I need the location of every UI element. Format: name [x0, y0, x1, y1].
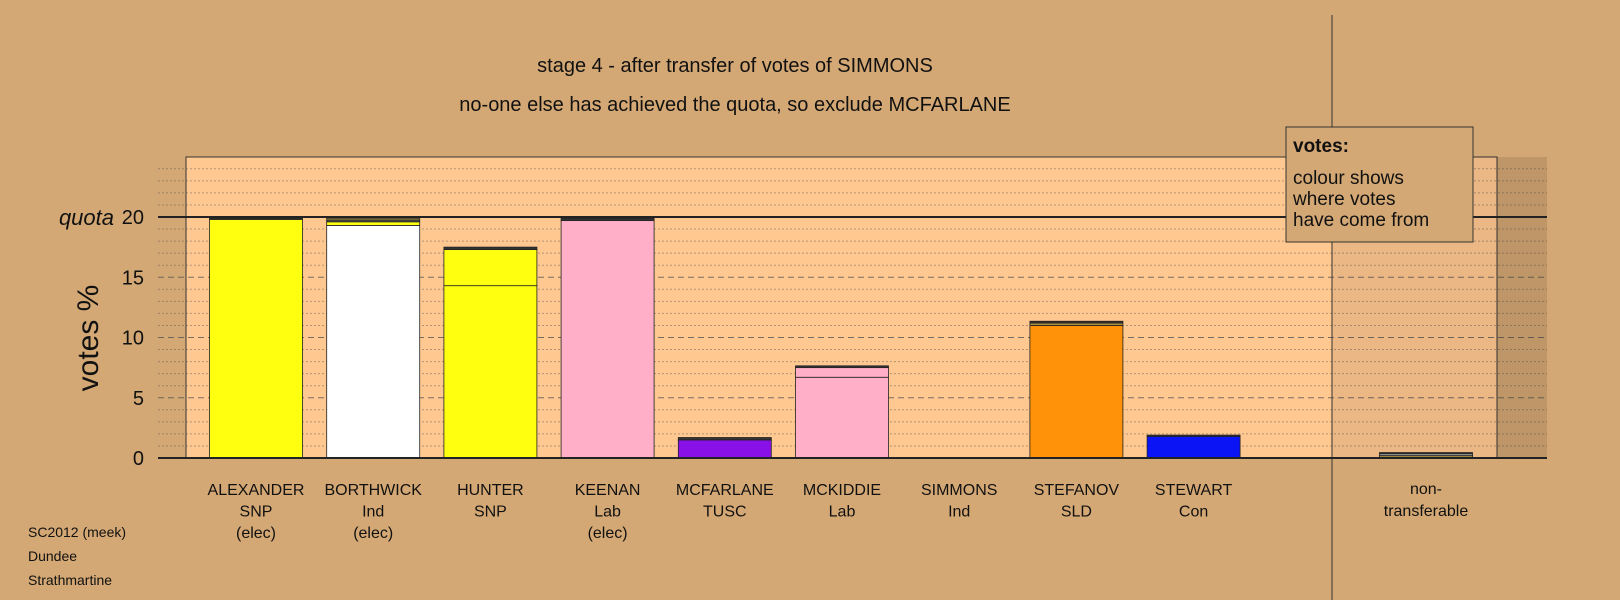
candidate-status-keenan: (elec): [588, 525, 628, 542]
bar-segment-hunter: [443, 246, 538, 250]
candidate-name-stewart: STEWART: [1155, 482, 1233, 499]
bar-segment-mckiddie: [795, 367, 889, 378]
bar-segment-mcfarlane: [677, 437, 772, 441]
footer-line-3: Strathmartine: [28, 572, 112, 588]
candidate-party-mcfarlane: TUSC: [703, 504, 747, 521]
candidate-party-hunter: SNP: [474, 504, 507, 521]
bar-segment-hunter: [443, 249, 538, 287]
candidate-name-simmons: SIMMONS: [921, 482, 997, 499]
y-tick-label: 10: [122, 328, 144, 350]
legend-box: [1285, 126, 1474, 243]
y-tick-labels: 0 5 10 15 20: [122, 207, 144, 470]
bar-segment-keenan: [560, 217, 655, 222]
bar-segment-mckiddie: [795, 365, 889, 369]
bar-segment-mcfarlane: [677, 439, 772, 459]
candidate-party-mckiddie: Lab: [829, 504, 856, 521]
candidate-name-borthwick: BORTHWICK: [324, 482, 422, 499]
bar-segment-stefanov: [1029, 320, 1124, 324]
bars: [209, 217, 1473, 459]
bar-segment-keenan: [560, 220, 655, 459]
bar-segment-non-transferable: [1379, 452, 1473, 455]
legend-line-1: colour shows: [1293, 168, 1404, 189]
footer-line-1: SC2012 (meek): [28, 524, 126, 540]
candidate-status-borthwick: (elec): [353, 525, 393, 542]
bar-segment-hunter: [443, 285, 538, 459]
candidate-name-keenan: KEENAN: [575, 482, 641, 499]
candidate-party-borthwick: Ind: [362, 504, 384, 521]
candidate-party-stefanov: SLD: [1061, 504, 1092, 521]
candidate-labels: ALEXANDER SNP (elec) BORTHWICK Ind (elec) HUNT…: [208, 482, 1233, 542]
legend: votes: colour shows where votes have com…: [1285, 126, 1474, 243]
bar-segment-borthwick: [326, 217, 421, 221]
bar-segment-stewart: [1146, 435, 1241, 459]
candidate-name-stefanov: STEFANOV: [1034, 482, 1120, 499]
chart-subtitle: no-one else has achieved the quota, so e…: [459, 94, 1010, 116]
candidate-party-simmons: Ind: [948, 504, 970, 521]
y-tick-label: 15: [122, 267, 144, 289]
bar-segment-stefanov: [1029, 325, 1124, 459]
candidate-name-alexander: ALEXANDER: [208, 482, 305, 499]
quota-label: quota: [59, 205, 114, 230]
right-margin-shade: [1497, 157, 1547, 458]
legend-title: votes:: [1293, 136, 1349, 157]
bar-segment-mckiddie: [795, 376, 889, 459]
bar-segment-borthwick: [326, 225, 421, 459]
candidate-party-stewart: Con: [1179, 504, 1208, 521]
non-transferable-label-1: non-: [1410, 481, 1442, 498]
y-tick-label: 0: [133, 448, 144, 470]
y-tick-label: 5: [133, 388, 144, 410]
chart-title: stage 4 - after transfer of votes of SIM…: [537, 55, 933, 77]
footer-line-2: Dundee: [28, 548, 77, 564]
candidate-party-alexander: SNP: [240, 504, 273, 521]
bar-segment-stewart: [1146, 434, 1241, 437]
bar-segment-alexander: [209, 217, 303, 220]
candidate-name-hunter: HUNTER: [457, 482, 524, 499]
legend-line-2: where votes: [1292, 189, 1395, 210]
candidate-party-keenan: Lab: [594, 504, 621, 521]
candidate-status-alexander: (elec): [236, 525, 276, 542]
legend-line-3: have come from: [1293, 210, 1429, 231]
non-transferable-label-2: transferable: [1384, 503, 1469, 520]
candidate-name-mcfarlane: MCFARLANE: [676, 482, 774, 499]
candidate-name-mckiddie: MCKIDDIE: [803, 482, 881, 499]
y-tick-label: 20: [122, 207, 144, 229]
bar-segment-borthwick: [326, 221, 421, 226]
bar-segment-alexander: [209, 219, 303, 459]
y-axis-label: votes %: [72, 285, 105, 392]
